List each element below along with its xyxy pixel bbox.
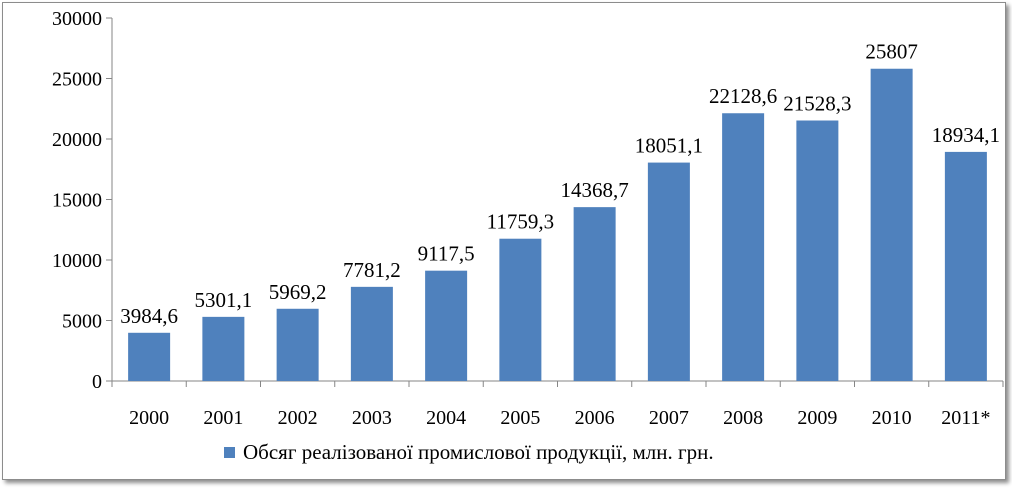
data-label: 25807: [865, 40, 918, 64]
data-labels: 3984,6 5301,1 5969,2 7781,2 9117,5 11759,3 143…: [120, 40, 1000, 328]
x-tick-label: 2001: [203, 407, 243, 429]
data-label: 9117,5: [418, 242, 475, 266]
bar-2002: [276, 308, 319, 381]
x-tick-label: 2009: [797, 407, 837, 429]
x-tick-label: 2005: [500, 407, 540, 429]
bar-2001: [202, 316, 245, 381]
y-tick-label: 25000: [52, 69, 102, 91]
bar-2007: [647, 162, 690, 381]
bar-2009: [796, 120, 839, 381]
y-tick-label: 0: [92, 371, 102, 393]
y-axis: 0 5000 10000 15000 20000 25000 30000: [52, 8, 113, 393]
x-tick-label: 2000: [129, 407, 169, 429]
bar-2010: [870, 68, 913, 382]
data-label: 11759,3: [487, 210, 554, 234]
y-tick-label: 30000: [52, 8, 102, 30]
data-label: 5301,1: [195, 288, 253, 312]
chart-frame: 0 5000 10000 15000 20000 25000 30000 2000 2001 2…: [2, 2, 1006, 480]
bar-2006: [573, 207, 616, 381]
bar-2008: [722, 113, 765, 381]
legend-swatch: [224, 447, 235, 458]
data-label: 5969,2: [269, 280, 327, 304]
x-tick-label: 2007: [649, 407, 689, 429]
data-label: 18051,1: [635, 134, 703, 158]
bar-2003: [350, 286, 393, 381]
bar-2000: [128, 332, 171, 381]
x-tick-label: 2004: [426, 407, 466, 429]
x-tick-label: 2008: [723, 407, 763, 429]
x-tick-label: 2011*: [941, 407, 990, 429]
bar-2005: [499, 238, 542, 381]
data-label: 21528,3: [783, 92, 851, 116]
y-tick-label: 5000: [62, 311, 102, 333]
data-label: 14368,7: [561, 178, 629, 202]
x-tick-label: 2002: [278, 407, 318, 429]
data-label: 22128,6: [709, 84, 777, 108]
x-tick-label: 2003: [352, 407, 392, 429]
bar-2011*: [944, 151, 987, 381]
bar-2004: [425, 270, 468, 381]
y-tick-label: 10000: [52, 250, 102, 272]
legend-label: Обсяг реалізованої промислової продукції…: [243, 440, 714, 464]
x-tick-label: 2010: [872, 407, 912, 429]
legend: Обсяг реалізованої промислової продукції…: [224, 440, 714, 464]
y-tick-label: 15000: [52, 190, 102, 212]
data-label: 18934,1: [932, 123, 1000, 147]
y-tick-label: 20000: [52, 129, 102, 151]
x-axis: 2000 2001 2002 2003 2004 2005 2006 2007 2008 2009…: [111, 380, 1004, 429]
x-tick-label: 2006: [575, 407, 615, 429]
data-label: 3984,6: [120, 304, 178, 328]
bars: [128, 68, 987, 382]
data-label: 7781,2: [343, 258, 401, 282]
